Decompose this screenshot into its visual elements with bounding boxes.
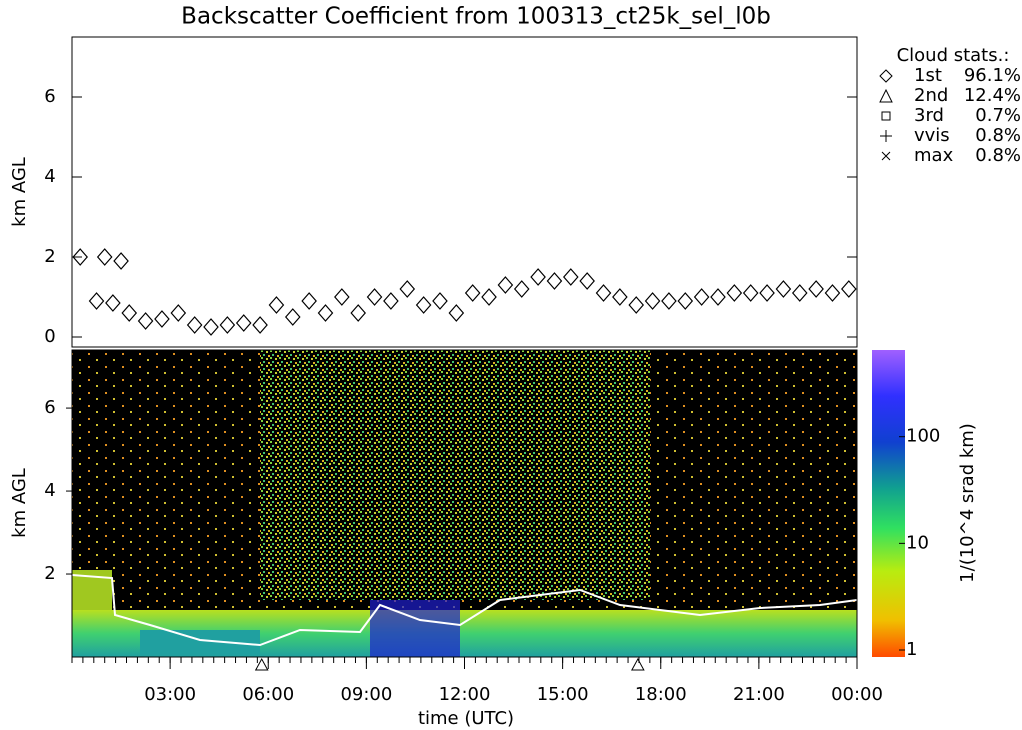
cloud-base-marker — [612, 288, 628, 306]
legend-symbol — [881, 111, 891, 121]
legend-symbol — [879, 69, 893, 83]
legend-symbol — [880, 130, 892, 142]
legend-value: 0.8% — [975, 145, 1021, 166]
cloud-base-marker — [432, 292, 448, 310]
cloud-base-marker — [96, 248, 113, 266]
cloud-base-marker — [366, 288, 383, 306]
cloud-base-marker — [415, 296, 432, 314]
x-tick-label: 15:00 — [537, 684, 589, 705]
x-tick-label: 18:00 — [635, 684, 687, 705]
cloud-base-marker — [137, 312, 154, 330]
cloud-base-marker — [252, 316, 268, 334]
y-tick-label: 0 — [44, 326, 55, 347]
cloud-base-marker — [72, 248, 88, 266]
cloud-base-marker — [513, 280, 530, 298]
y-tick-label: 6 — [44, 397, 55, 418]
cloud-base-marker — [841, 280, 857, 298]
cloud-base-marker — [824, 284, 841, 302]
cloud-base-marker — [497, 276, 514, 294]
colorbar-tick-label: 10 — [906, 532, 929, 553]
chart-title: Backscatter Coefficient from 100313_ct25… — [181, 4, 771, 30]
legend-value: 96.1% — [964, 65, 1021, 86]
y-tick-label: 2 — [44, 246, 55, 267]
cloud-base-marker — [775, 280, 792, 298]
cloud-base-marker — [742, 284, 759, 302]
profile-y-label: km AGL — [9, 468, 30, 538]
cloud-base-marker — [579, 272, 595, 290]
legend-name: vvis — [914, 125, 950, 146]
cloud-base-marker — [595, 284, 612, 302]
legend-name: max — [914, 145, 954, 166]
legend-name: 2nd — [914, 85, 948, 106]
cloud-base-marker — [105, 294, 121, 312]
cloud-base-marker — [791, 284, 808, 302]
legend-name: 1st — [914, 65, 942, 86]
x-tick-label: 06:00 — [242, 684, 294, 705]
cloud-base-marker — [546, 272, 563, 290]
cloud-base-marker — [113, 252, 129, 270]
cloud-base-marker — [399, 280, 416, 298]
time-marker — [631, 657, 645, 671]
legend-value: 0.8% — [975, 125, 1021, 146]
x-tick-label: 00:00 — [831, 684, 883, 705]
cloud-base-marker — [284, 308, 301, 326]
legend-name: 3rd — [914, 105, 944, 126]
legend-symbol — [879, 88, 893, 103]
x-tick-label: 09:00 — [340, 684, 392, 705]
colorbar-tick-label: 100 — [906, 426, 940, 447]
cloud-base-marker — [808, 280, 824, 298]
cloud-base-marker — [219, 316, 236, 334]
cloud-base-marker — [334, 288, 350, 306]
y-tick-label: 4 — [44, 166, 55, 187]
time-marker — [254, 657, 269, 671]
cloud-base-marker — [301, 292, 317, 310]
legend-value: 12.4% — [964, 85, 1021, 106]
x-tick-label: 21:00 — [733, 684, 785, 705]
colorbar-tick-label: 1 — [906, 639, 917, 660]
y-axis-label: km AGL — [9, 157, 30, 227]
cloud-base-marker — [88, 292, 105, 310]
cloud-base-marker — [661, 292, 677, 310]
cloud-base-marker — [726, 284, 743, 302]
backscatter-image — [71, 350, 858, 657]
top-frame — [71, 36, 858, 348]
y-tick-label: 6 — [44, 86, 55, 107]
cloud-base-marker — [464, 284, 481, 302]
legend-value: 0.7% — [975, 105, 1021, 126]
x-axis-label: time (UTC) — [418, 708, 514, 729]
cloud-base-marker — [186, 316, 203, 334]
cloud-base-marker — [563, 268, 579, 286]
y-tick-label: 2 — [44, 563, 55, 584]
cloud-base-marker — [481, 288, 497, 306]
cloud-base-marker — [154, 310, 170, 328]
cloud-base-marker — [759, 284, 775, 302]
y-tick-label: 4 — [44, 480, 55, 501]
x-tick-label: 12:00 — [439, 684, 491, 705]
cloud-base-marker — [317, 304, 334, 322]
cloud-base-marker — [121, 304, 138, 322]
cloud-base-marker — [268, 296, 285, 314]
x-tick-label: 03:00 — [144, 684, 196, 705]
colorbar — [872, 350, 905, 657]
cloud-base-marker — [644, 292, 661, 310]
cloud-base-marker — [677, 292, 694, 310]
cloud-base-marker — [693, 288, 710, 306]
cloud-base-marker — [383, 292, 399, 310]
cloud-base-marker — [710, 288, 726, 306]
cloud-base-marker — [628, 296, 645, 314]
cloud-base-marker — [448, 304, 465, 322]
cloud-base-marker — [235, 314, 252, 332]
cloud-base-marker — [203, 318, 219, 336]
legend-symbol — [881, 151, 891, 161]
legend-title: Cloud stats.: — [897, 45, 1010, 66]
colorbar-label: 1/(10^4 srad km) — [957, 423, 978, 583]
cloud-base-marker — [170, 304, 187, 322]
cloud-base-marker — [350, 304, 366, 322]
cloud-base-marker — [530, 268, 546, 286]
